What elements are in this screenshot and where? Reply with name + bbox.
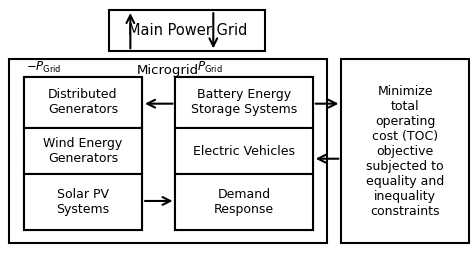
Text: Demand
Response: Demand Response: [214, 188, 274, 216]
FancyBboxPatch shape: [24, 77, 142, 128]
Text: $P_{\mathrm{Grid}}$: $P_{\mathrm{Grid}}$: [197, 60, 222, 75]
Text: Solar PV
Systems: Solar PV Systems: [56, 188, 109, 216]
FancyBboxPatch shape: [175, 77, 313, 230]
FancyBboxPatch shape: [24, 174, 142, 230]
FancyBboxPatch shape: [341, 59, 469, 243]
FancyBboxPatch shape: [175, 174, 313, 230]
FancyBboxPatch shape: [175, 128, 313, 174]
FancyBboxPatch shape: [24, 77, 142, 230]
FancyBboxPatch shape: [109, 10, 265, 51]
FancyBboxPatch shape: [24, 128, 142, 174]
Text: Distributed
Generators: Distributed Generators: [48, 88, 118, 116]
Text: $-P_{\mathrm{Grid}}$: $-P_{\mathrm{Grid}}$: [26, 60, 62, 75]
FancyBboxPatch shape: [9, 59, 327, 243]
Text: Main Power Grid: Main Power Grid: [128, 23, 247, 38]
Text: Battery Energy
Storage Systems: Battery Energy Storage Systems: [191, 88, 297, 116]
Text: Wind Energy
Generators: Wind Energy Generators: [43, 137, 123, 165]
FancyBboxPatch shape: [175, 77, 313, 128]
Text: Electric Vehicles: Electric Vehicles: [193, 145, 295, 157]
Text: Minimize
total
operating
cost (TOC)
objective
subjected to
equality and
inequali: Minimize total operating cost (TOC) obje…: [366, 84, 445, 218]
Text: Microgrid: Microgrid: [137, 64, 200, 77]
